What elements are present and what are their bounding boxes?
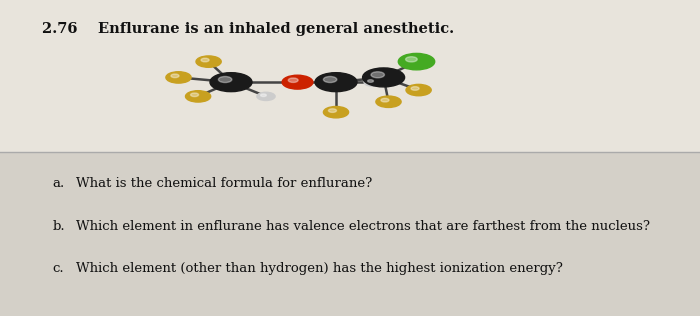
Circle shape: [260, 94, 267, 97]
Circle shape: [371, 72, 384, 78]
Circle shape: [328, 109, 337, 112]
Circle shape: [323, 106, 349, 118]
Circle shape: [257, 92, 275, 100]
FancyBboxPatch shape: [0, 0, 700, 152]
FancyBboxPatch shape: [0, 152, 700, 316]
Circle shape: [406, 84, 431, 96]
Circle shape: [171, 74, 179, 78]
Circle shape: [405, 57, 417, 62]
Circle shape: [315, 73, 357, 92]
Text: b.: b.: [52, 220, 65, 233]
Circle shape: [398, 53, 435, 70]
Circle shape: [190, 93, 199, 97]
Circle shape: [363, 68, 405, 87]
Text: c.: c.: [52, 262, 64, 275]
Circle shape: [323, 76, 337, 82]
Circle shape: [166, 72, 191, 83]
Circle shape: [196, 56, 221, 67]
Text: What is the chemical formula for enflurane?: What is the chemical formula for enflura…: [76, 177, 372, 190]
Circle shape: [201, 58, 209, 62]
Circle shape: [210, 73, 252, 92]
Circle shape: [186, 91, 211, 102]
Circle shape: [368, 80, 374, 82]
Circle shape: [381, 98, 389, 102]
Circle shape: [411, 87, 419, 90]
Text: Which element (other than hydrogen) has the highest ionization energy?: Which element (other than hydrogen) has …: [76, 262, 563, 275]
Text: a.: a.: [52, 177, 64, 190]
Circle shape: [376, 96, 401, 107]
Circle shape: [218, 76, 232, 82]
Circle shape: [288, 78, 298, 82]
Circle shape: [364, 78, 382, 86]
Text: Which element in enflurane has valence electrons that are farthest from the nucl: Which element in enflurane has valence e…: [76, 220, 650, 233]
Text: 2.76    Enflurane is an inhaled general anesthetic.: 2.76 Enflurane is an inhaled general ane…: [42, 22, 454, 36]
Circle shape: [282, 75, 313, 89]
